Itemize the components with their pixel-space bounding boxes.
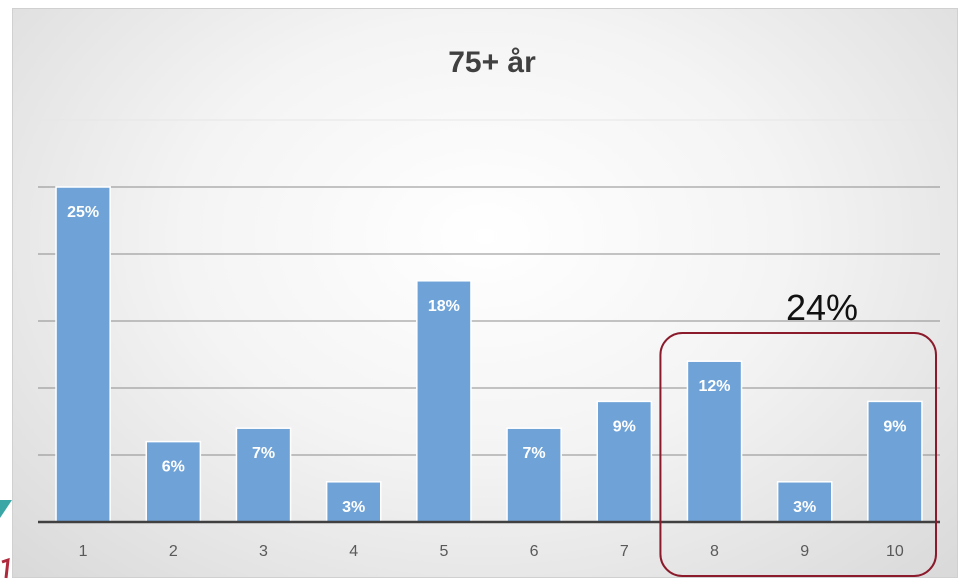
x-tick-label: 1: [79, 543, 88, 560]
data-label: 6%: [162, 459, 185, 476]
x-tick-label: 8: [710, 543, 719, 560]
bar: [506, 427, 562, 523]
x-tick-label: 2: [169, 543, 178, 560]
x-tick-label: 3: [259, 543, 268, 560]
x-tick-label: 4: [349, 543, 358, 560]
data-label: 7%: [252, 445, 275, 462]
bar: [686, 360, 743, 523]
x-tick-label: 5: [439, 543, 448, 560]
x-tick-label: 7: [620, 543, 629, 560]
bar: [325, 481, 382, 523]
bar: [416, 280, 472, 523]
data-label: 18%: [428, 298, 460, 315]
bar: [145, 440, 202, 523]
data-label: 7%: [523, 445, 546, 462]
x-tick-label: 10: [886, 543, 904, 560]
bar: [867, 400, 923, 523]
bar: [55, 186, 111, 523]
bar: [776, 481, 833, 523]
data-label: 3%: [793, 499, 816, 516]
chart-title: 75+ år: [448, 46, 536, 79]
logo-fragment-icon: [0, 500, 12, 579]
data-label: 3%: [342, 499, 365, 516]
x-tick-label: 9: [800, 543, 809, 560]
data-label: 9%: [883, 418, 906, 435]
x-tick-label: 6: [530, 543, 539, 560]
data-label: 25%: [67, 204, 99, 221]
bar: [596, 400, 653, 523]
data-label: 9%: [613, 418, 636, 435]
data-label: 12%: [698, 378, 730, 395]
bar: [235, 427, 292, 523]
highlight-box: [659, 332, 937, 577]
highlight-annotation: 24%: [786, 287, 858, 328]
